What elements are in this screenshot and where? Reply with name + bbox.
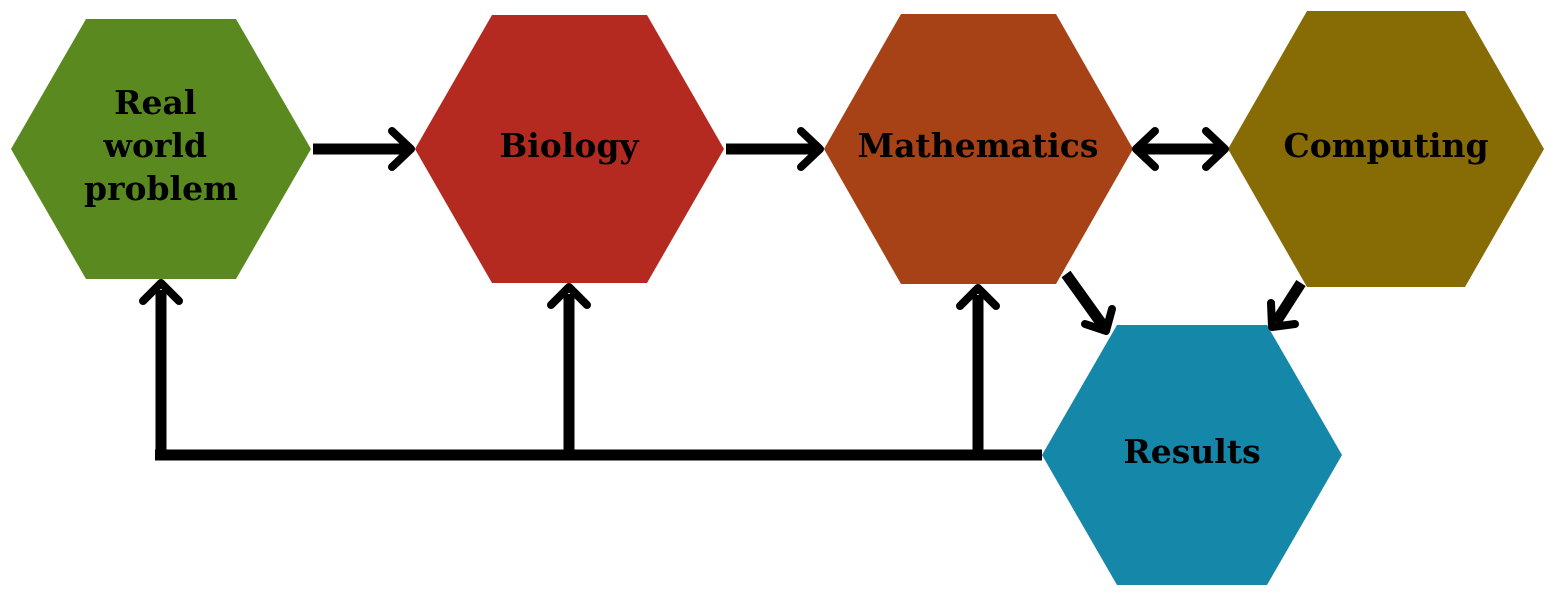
node-real-world-problem: Real world problem [11,19,311,279]
node-results: Results [1042,325,1342,585]
mathematics-hexagon [824,14,1133,284]
edge-line [1271,280,1306,325]
arrowhead-icon [1267,299,1299,331]
arrowhead-icon [388,127,415,171]
results-hexagon [1042,325,1342,585]
mathematics-label: Mathematics [858,126,1099,165]
arrowhead-icon [797,127,824,171]
real-world-problem-hexagon [11,19,311,279]
arrowhead-icon [1132,127,1159,171]
computing-label: Computing [1283,126,1488,165]
arrowhead-icon [1202,127,1229,171]
node-mathematics: Mathematics [824,14,1133,284]
arrowhead-icon [956,284,1000,310]
real-world-problem-label-line-3: problem [84,169,238,208]
results-label: Results [1123,432,1260,471]
node-computing: Computing [1228,11,1544,287]
arrowhead-icon [547,283,591,309]
node-biology: Biology [415,15,724,283]
real-world-problem-label-line-2: world [103,126,207,165]
biology-label: Biology [499,126,639,165]
edge-results-feedback [139,279,1042,461]
edge-mathematics-computing [1132,127,1229,171]
arrowhead-icon [139,279,183,305]
biology-hexagon [415,15,724,283]
edge-biology-to-mathematics [726,127,824,171]
edge-mathematics-to-results [1061,270,1116,335]
edge-line [1061,270,1109,331]
edge-computing-to-results [1267,280,1306,331]
arrowhead-icon [1081,305,1116,335]
real-world-problem-label: Real world problem [84,83,238,208]
real-world-problem-label-line-1: Real [114,83,196,122]
edge-real-world-to-biology [313,127,415,171]
computing-hexagon [1228,11,1544,287]
